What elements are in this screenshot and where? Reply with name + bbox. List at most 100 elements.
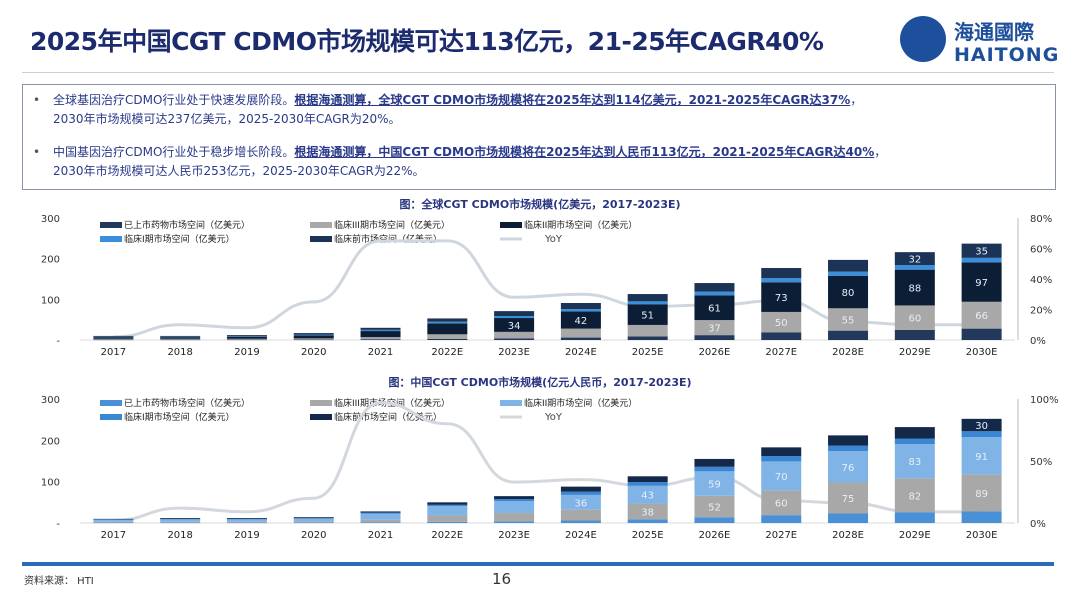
x-tick-label: 2025E: [632, 530, 664, 541]
bar-segment: [894, 512, 935, 523]
bar-segment: [761, 278, 802, 283]
data-label: 51: [641, 311, 654, 322]
bar-segment: [226, 338, 267, 340]
bar-segment: [560, 491, 601, 495]
x-tick-label: 2021: [368, 530, 393, 541]
x-tick-label: 2020: [301, 530, 326, 541]
bar-segment: [226, 518, 267, 519]
data-label: 52: [708, 502, 721, 513]
x-tick-label: 2030E: [966, 530, 998, 541]
legend-swatch: [100, 414, 122, 420]
x-tick-label: 2029E: [899, 530, 931, 541]
bar-segment: [160, 339, 201, 341]
bar-segment: [293, 521, 334, 523]
bar-segment: [627, 503, 668, 520]
bar-segment: [961, 437, 1002, 475]
y2-tick-label: 40%: [1030, 275, 1052, 286]
bars: 36 38 43 52 59 60 70 75 76 82 83 89 91 30: [93, 418, 1002, 524]
x-tick-label: 2017: [101, 530, 126, 541]
bar-segment: [226, 522, 267, 524]
bar-segment: [761, 311, 802, 333]
bar-segment: [494, 521, 535, 523]
bar-segment: [293, 518, 334, 522]
y2-tick-label: 60%: [1030, 245, 1052, 256]
x-tick-label: 2028E: [832, 347, 864, 358]
bar-segment: [961, 511, 1002, 523]
bar-segment: [627, 482, 668, 486]
bar-segment: [93, 521, 134, 523]
legend-label: YoY: [544, 234, 563, 245]
bullet-punct: ，: [850, 93, 863, 107]
bar-segment: [494, 316, 535, 319]
y-tick-label: 200: [41, 436, 60, 447]
y2-tick-label: 20%: [1030, 306, 1052, 317]
source-note: 资料来源： HTI: [24, 576, 94, 587]
bar-segment: [427, 521, 468, 523]
bar-segment: [427, 515, 468, 522]
data-label: 42: [575, 316, 588, 327]
data-label: 50: [775, 318, 788, 329]
bar-segment: [93, 518, 134, 520]
bar-segment: [226, 339, 267, 341]
bar-segment: [360, 511, 401, 513]
bar-segment: [560, 486, 601, 492]
legend-label: 临床I期市场空间（亿美元）: [124, 411, 235, 423]
bar-segment: [694, 471, 735, 496]
bar-segment: [160, 518, 201, 520]
bar-segment: [894, 329, 935, 340]
y2-tick-label: 100%: [1030, 395, 1059, 406]
bullet-icon: •: [33, 93, 41, 107]
legend-label: 已上市药物市场空间（亿美元）: [124, 397, 250, 409]
bar-segment: [828, 445, 869, 452]
bar-segment: [93, 339, 134, 341]
bar-segment: [761, 515, 802, 523]
bullet-punct: ，: [874, 145, 887, 159]
x-tick-label: 2023E: [498, 530, 530, 541]
y-tick-label: -: [56, 336, 60, 347]
bullet-global: • 全球基因治疗CDMO行业处于快速发展阶段。根据海通测算，全球CGT CDMO…: [33, 91, 1048, 129]
x-tick-label: 2019: [234, 530, 259, 541]
data-label: 35: [975, 247, 988, 258]
bar-segment: [761, 456, 802, 462]
x-tick-label: 2018: [167, 347, 192, 358]
chart-title: 图：全球CGT CDMO市场规模(亿美元，2017-2023E): [399, 197, 680, 211]
bar-segment: [828, 308, 869, 331]
bar-segment: [627, 324, 668, 337]
bar-segment: [360, 331, 401, 338]
bar-segment: [293, 335, 334, 339]
bar-segment: [694, 320, 735, 336]
bars: 34 42 51 37 61 50 73 55 80 60 88 32 66 97 35: [93, 243, 1002, 341]
y2-tick-label: 50%: [1030, 457, 1052, 468]
bar-segment: [293, 522, 334, 524]
data-label: 60: [775, 499, 788, 510]
bar-segment: [427, 506, 468, 516]
legend-swatch: [310, 222, 332, 228]
bar-segment: [828, 435, 869, 446]
bar-segment: [761, 461, 802, 491]
bar-segment: [494, 496, 535, 500]
bar-segment: [360, 329, 401, 332]
bar-segment: [894, 427, 935, 439]
legend-swatch: [100, 400, 122, 406]
bar-segment: [494, 311, 535, 317]
bar-segment: [828, 451, 869, 483]
data-label: 36: [575, 498, 588, 509]
title-divider: [22, 72, 1054, 73]
bar-segment: [427, 321, 468, 324]
bar-segment: [360, 339, 401, 340]
bar-segment: [961, 474, 1002, 512]
data-label: 55: [842, 315, 855, 326]
bar-segment: [226, 335, 267, 337]
bar-segment: [894, 252, 935, 266]
bar-segment: [828, 259, 869, 272]
y-tick-label: 100: [41, 478, 60, 489]
x-tick-label: 2029E: [899, 347, 931, 358]
bar-segment: [828, 271, 869, 276]
legend-swatch: [100, 222, 122, 228]
bar-segment: [627, 336, 668, 340]
y-tick-label: 200: [41, 255, 60, 266]
bar-segment: [961, 243, 1002, 258]
bar-segment: [160, 519, 201, 522]
bar-segment: [427, 318, 468, 322]
bar-segment: [961, 328, 1002, 340]
